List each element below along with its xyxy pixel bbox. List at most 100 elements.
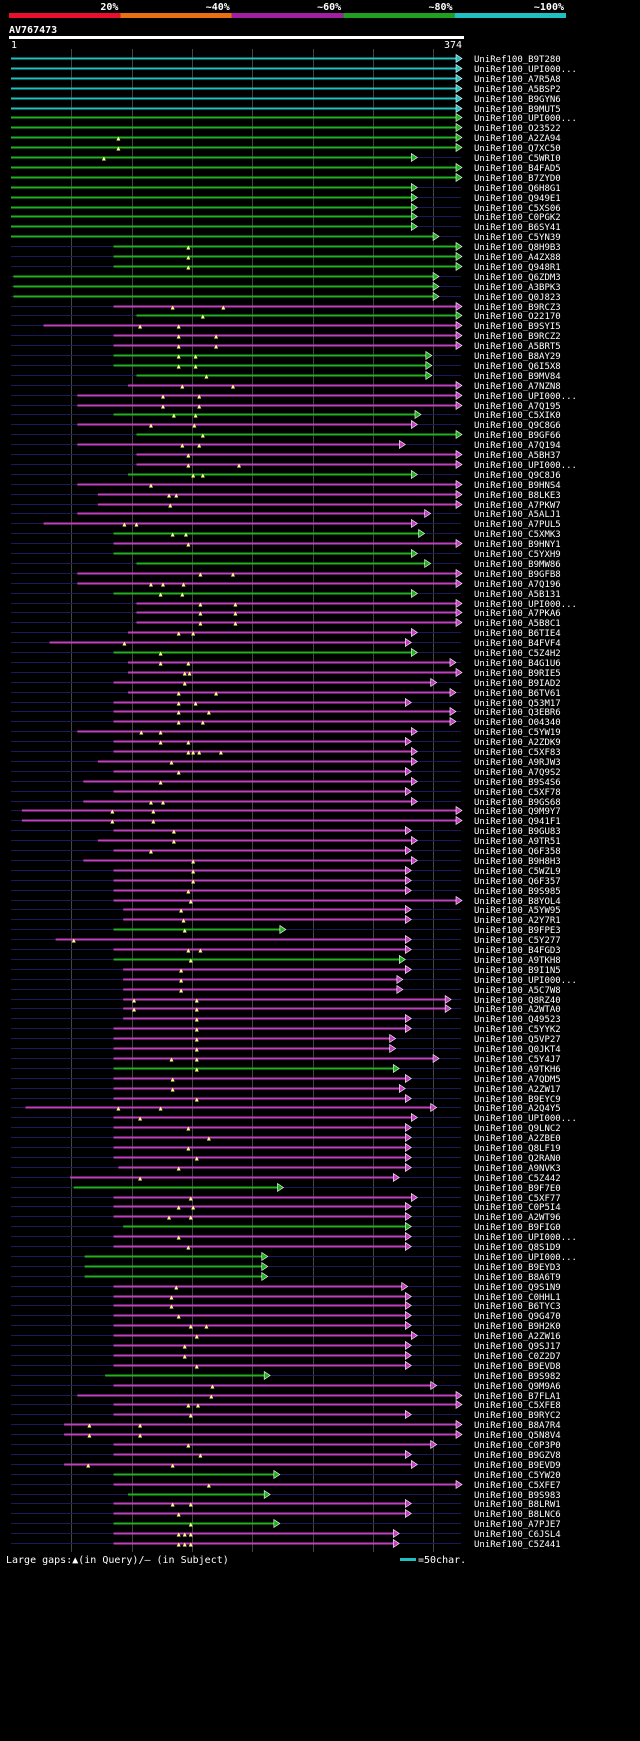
query-gap-marker [148,800,153,805]
hit-arrowhead [430,1102,438,1113]
hit-arrowhead [455,667,463,678]
query-gap-marker [151,819,156,824]
hit-arrowhead [405,1241,412,1252]
hit-label: UniRef100_B9S982 [474,1372,561,1382]
hit-row: UniRef100_B6TV61 [11,687,561,699]
hit-arrowhead [389,1043,397,1054]
query-gap-marker [132,998,137,1003]
hit-label: UniRef100_B9F7E0 [474,1184,561,1194]
hit-arrowhead [455,1419,463,1430]
hit-arrowhead [405,1360,412,1371]
hit-label: UniRef100_Q8LF19 [474,1144,561,1154]
hit-label: UniRef100_B9S4S6 [474,778,561,788]
hit-label: UniRef100_A5YW95 [474,906,561,916]
hit-row: UniRef100_B9GFB8 [11,568,561,580]
hit-label: UniRef100_C5XFE8 [474,1401,561,1411]
hit-arrowhead [455,1399,463,1410]
hit-arrowhead [405,1409,412,1420]
hit-arrowhead [263,1489,271,1500]
query-gap-marker [221,305,226,310]
query-gap-marker [176,770,181,775]
hit-row: UniRef100_B9RYC2 [11,1409,561,1421]
query-gap-marker [191,473,196,478]
hit-label: UniRef100_A2Y7R1 [474,916,561,926]
hit-label: UniRef100_C5XS06 [474,204,561,214]
hit-row: UniRef100_B9F7E0 [11,1182,561,1194]
hit-row: UniRef100_Q6ZDM3 [11,271,561,283]
hit-arrowhead [430,1380,438,1391]
hit-label: UniRef100_Q6I5X8 [474,362,561,372]
hit-row: UniRef100_Q5VP27 [11,1033,561,1045]
hit-row: UniRef100_Q8S1D9 [11,1241,561,1253]
query-gap-marker [194,1334,199,1339]
query-gap-marker [179,988,184,993]
query-gap-marker [138,324,143,329]
hit-label: UniRef100_B9GS68 [474,798,561,808]
hit-arrowhead [455,598,463,609]
query-gap-marker [101,156,106,161]
hit-row: UniRef100_C0P5I4 [11,1201,561,1213]
hit-label: UniRef100_O04340 [474,718,561,728]
hit-arrowhead [425,370,433,381]
hit-arrowhead [263,1370,271,1381]
hit-row: UniRef100_B9S982 [11,1370,561,1382]
hit-row: UniRef100_Q9S1N9 [11,1281,561,1293]
hit-row: UniRef100_B9MW86 [11,558,561,570]
hit-row: UniRef100_UPI000... [11,459,576,471]
hit-label: UniRef100_B9RCZ2 [474,332,561,342]
hit-arrowhead [405,845,412,856]
legend-label: ~60% [317,2,341,13]
hit-label: UniRef100_Q7XC50 [474,144,561,154]
hit-row: UniRef100_A7NZN8 [11,380,561,392]
hit-label: UniRef100_C5XMK3 [474,530,561,540]
hit-row: UniRef100_B7ZYD0 [11,172,561,184]
hit-label: UniRef100_A7Q196 [474,580,561,590]
hit-label: UniRef100_Q49523 [474,1015,561,1025]
hit-row: UniRef100_A7QDM5 [11,1073,561,1085]
hit-arrowhead [432,1053,440,1064]
hit-row: UniRef100_C0PGK2 [11,211,561,223]
hit-arrowhead [405,1093,412,1104]
hit-row: UniRef100_A2ZW17 [11,1083,561,1095]
hit-row: UniRef100_A7Q194 [11,439,561,451]
hit-arrowhead [414,409,422,420]
hit-rows: UniRef100_B9T280UniRef100_UPI000...UniRe… [11,53,576,1550]
hit-label: UniRef100_B9HNY1 [474,540,561,550]
hit-row: UniRef100_Q6H8G1 [11,182,561,194]
query-gap-marker [214,334,219,339]
hit-label: UniRef100_A7PJE7 [474,1520,561,1530]
hit-arrowhead [455,310,463,321]
hit-arrowhead [411,1192,418,1203]
hit-row: UniRef100_A4ZX88 [11,251,561,263]
hit-arrowhead [455,340,463,351]
hit-row: UniRef100_C5WZL9 [11,865,561,877]
hit-arrowhead [432,231,440,242]
hit-row: UniRef100_A9TR51 [11,835,561,847]
hit-label: UniRef100_A5C7W8 [474,986,561,996]
query-gap-marker [161,800,166,805]
hit-arrowhead [411,1459,418,1470]
hit-row: UniRef100_B8AY29 [11,350,561,362]
hit-row: UniRef100_B4FGD3 [11,944,561,956]
hit-arrowhead [455,617,463,628]
query-gap-marker [86,1463,91,1468]
hit-label: UniRef100_C5WRI0 [474,154,561,164]
hit-label: UniRef100_O22170 [474,312,561,322]
hit-row: UniRef100_B4FVF4 [11,637,561,649]
hit-label: UniRef100_C5XFE7 [474,1481,561,1491]
hit-arrowhead [392,1172,400,1183]
hit-row: UniRef100_A5C7W8 [11,984,561,996]
query-gap-marker [186,255,191,260]
hit-arrowhead [444,1003,452,1014]
hit-row: UniRef100_A5ALJ1 [11,508,561,520]
hit-label: UniRef100_UPI000... [474,392,576,402]
query-gap-marker [176,1512,181,1517]
query-gap-marker [182,928,187,933]
hit-arrowhead [455,449,463,460]
hit-arrowhead [455,805,463,816]
hit-label: UniRef100_B9FIG0 [474,1223,561,1233]
hit-label: UniRef100_B9GZV8 [474,1451,561,1461]
hit-label: UniRef100_B8LRW1 [474,1500,561,1510]
hit-label: UniRef100_A9NVK3 [474,1164,561,1174]
hit-arrowhead [405,1211,412,1222]
